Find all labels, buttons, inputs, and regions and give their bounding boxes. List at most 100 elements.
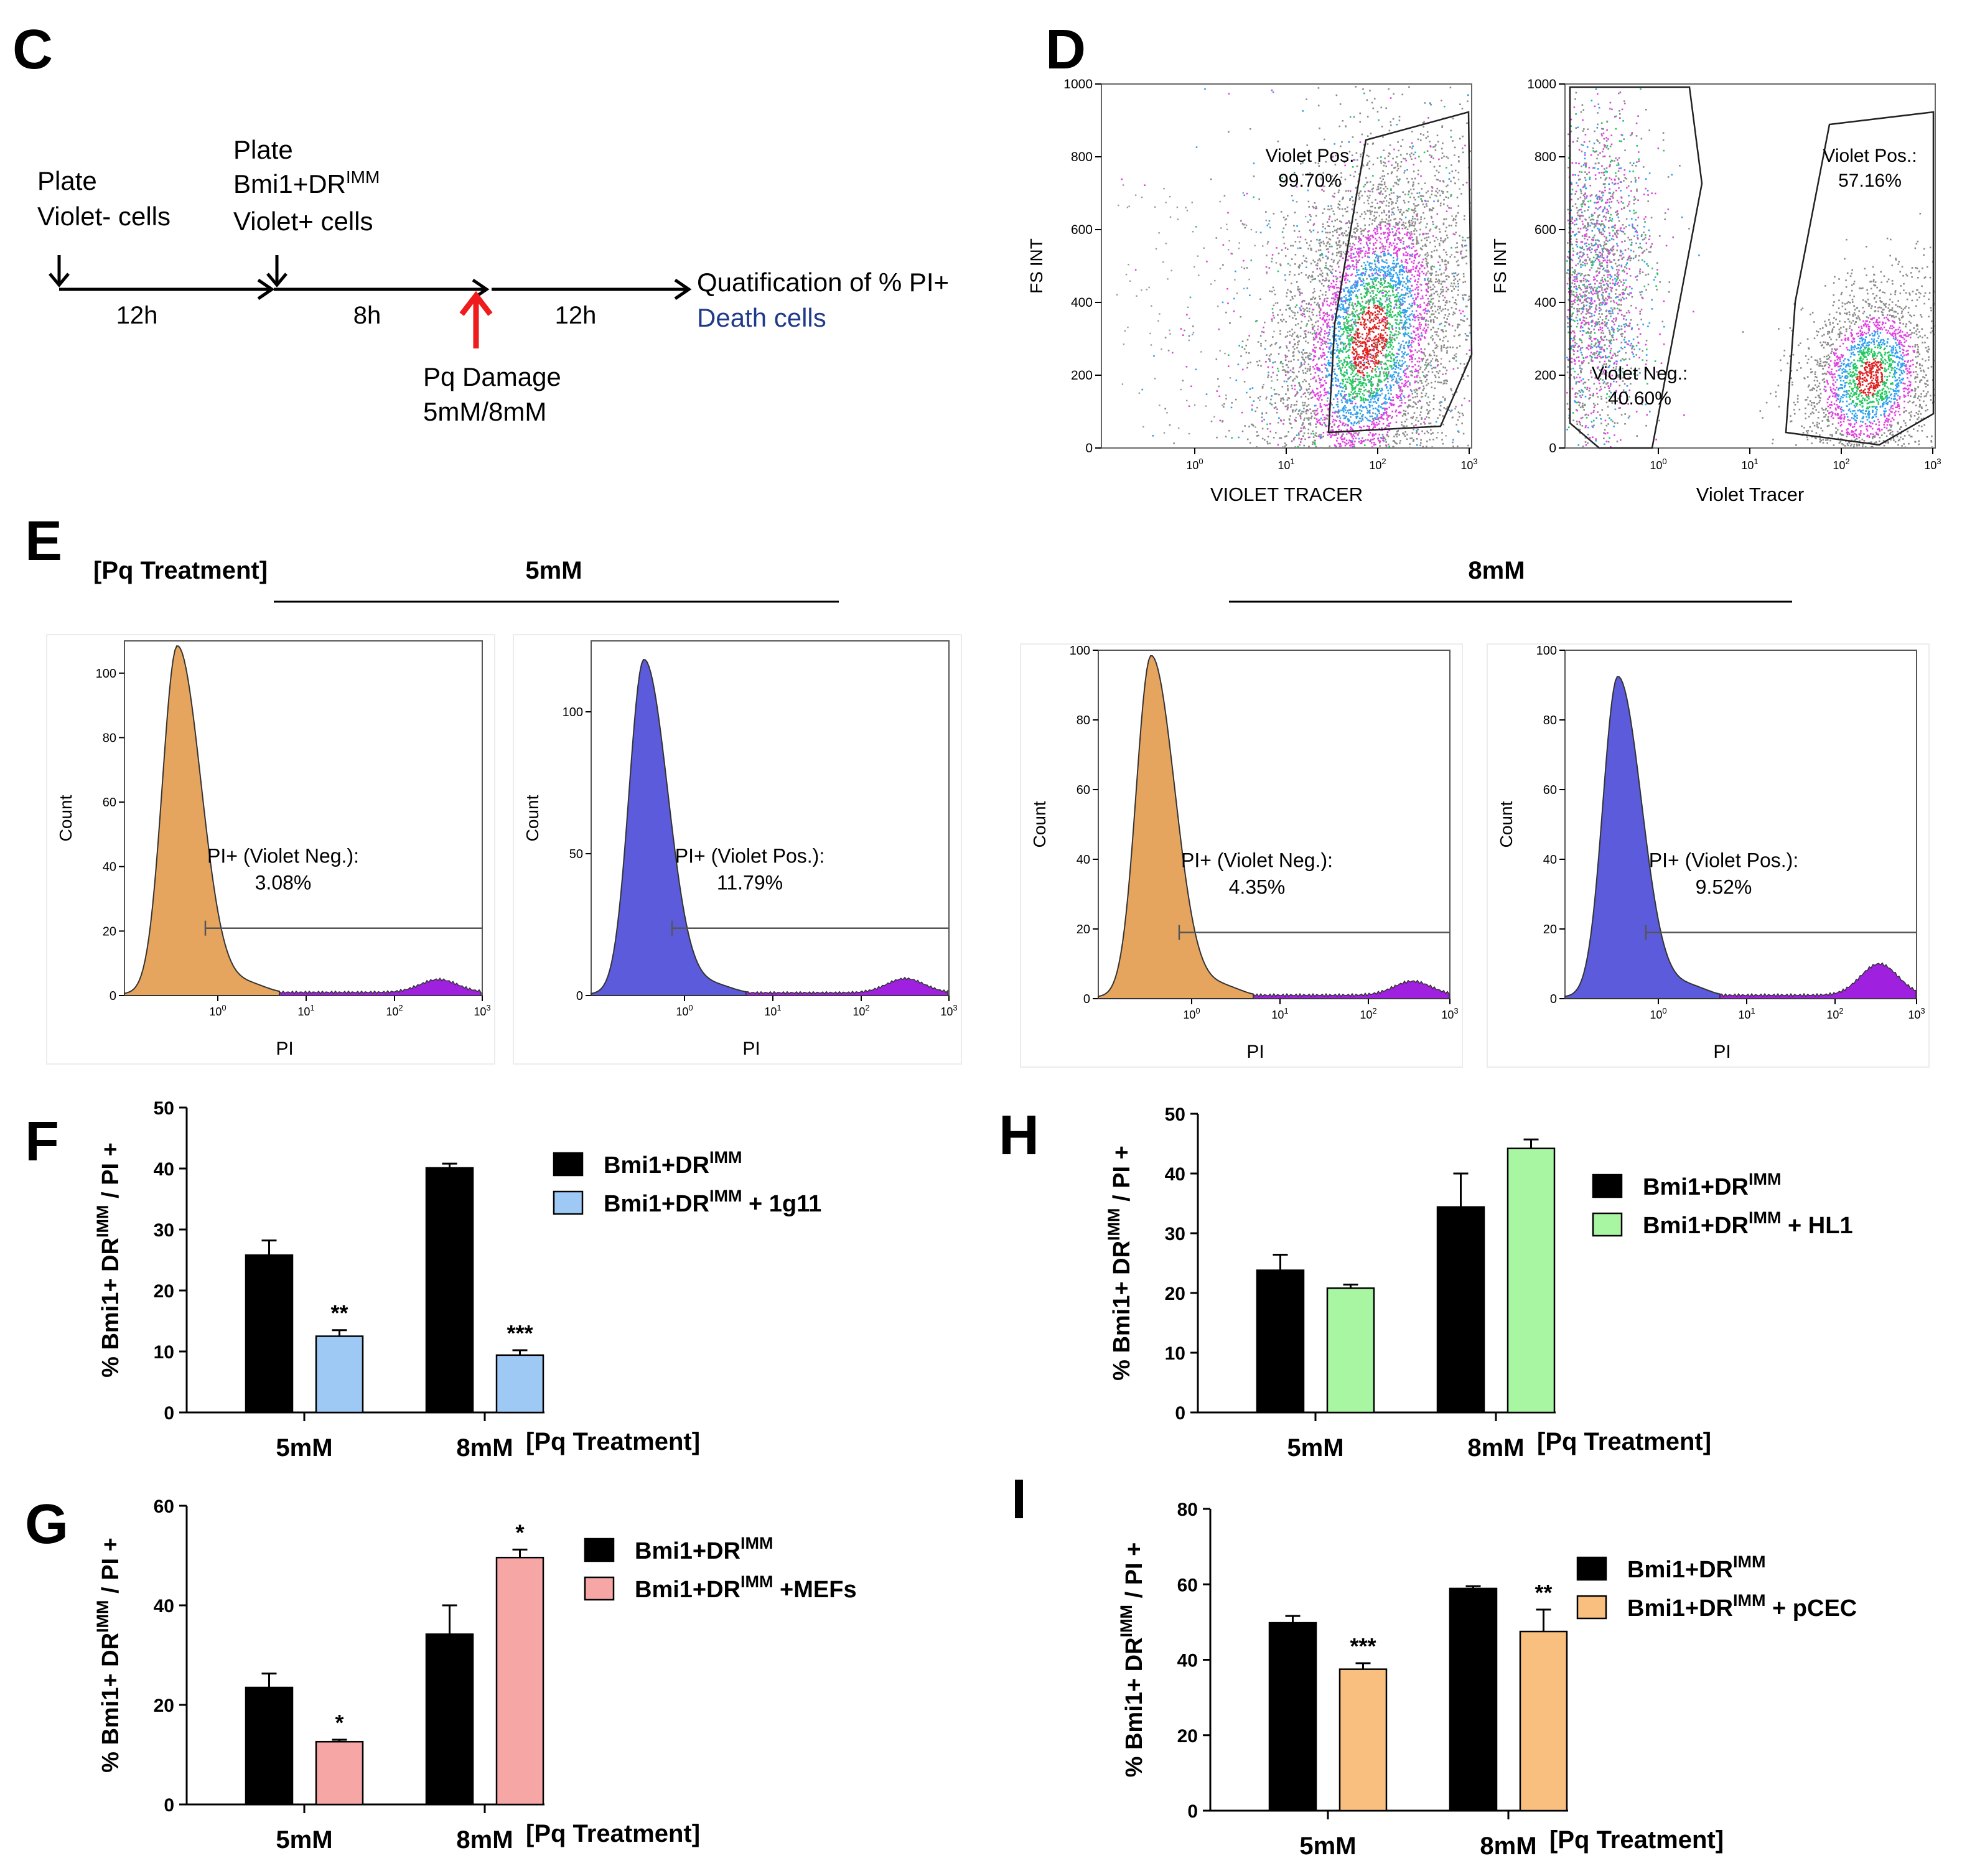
scatter-point xyxy=(1426,446,1427,447)
scatter-point xyxy=(1464,215,1465,217)
scatter-point xyxy=(1327,391,1329,393)
scatter-point xyxy=(1422,389,1424,391)
scatter-point xyxy=(1427,233,1429,235)
scatter-point xyxy=(1381,319,1383,322)
scatter-point xyxy=(1426,402,1428,404)
scatter-point xyxy=(1399,332,1401,335)
scatter-point xyxy=(1276,247,1278,249)
scatter-point xyxy=(1264,439,1266,441)
scatter-point xyxy=(1360,305,1362,307)
scatter-point xyxy=(1396,254,1398,256)
scatter-point xyxy=(1292,379,1294,381)
scatter-point xyxy=(1364,184,1366,186)
scatter-point xyxy=(1293,338,1296,340)
scatter-point xyxy=(1338,330,1340,332)
scatter-point xyxy=(1376,392,1378,394)
scatter-point xyxy=(1312,443,1314,446)
scatter-point xyxy=(1358,341,1360,343)
scatter-point xyxy=(1398,239,1401,241)
scatter-point xyxy=(1384,231,1386,234)
scatter-point xyxy=(1357,358,1359,360)
scatter-point xyxy=(1380,286,1381,288)
scatter-point xyxy=(1435,274,1437,276)
scatter-point xyxy=(1282,217,1285,218)
scatter-point xyxy=(1299,236,1302,238)
scatter-point xyxy=(1372,401,1375,403)
scatter-point xyxy=(1375,344,1376,346)
scatter-point xyxy=(1403,353,1405,355)
scatter-point xyxy=(1246,287,1248,289)
scatter-point xyxy=(1413,315,1415,317)
scatter-point xyxy=(1329,433,1331,435)
scatter-point xyxy=(1454,302,1457,304)
scatter-point xyxy=(1404,311,1406,313)
scatter-point xyxy=(1329,422,1331,425)
scatter-point xyxy=(1419,387,1421,389)
scatter-point xyxy=(1394,247,1396,249)
scatter-point xyxy=(1422,212,1424,214)
scatter-point xyxy=(1469,298,1470,301)
scatter-point xyxy=(1426,374,1429,376)
scatter-point xyxy=(1291,335,1293,337)
scatter-point xyxy=(1327,205,1330,207)
scatter-point xyxy=(1409,287,1411,290)
scatter-point xyxy=(1340,183,1342,185)
scatter-point xyxy=(1402,270,1404,272)
scatter-point xyxy=(1302,357,1304,359)
scatter-point xyxy=(1467,237,1469,239)
scatter-point xyxy=(1443,344,1446,346)
scatter-point xyxy=(1465,338,1468,341)
scatter-point xyxy=(1323,394,1325,396)
scatter-point xyxy=(1455,215,1457,217)
scatter-point xyxy=(1371,285,1373,287)
scatter-point xyxy=(1386,274,1389,277)
scatter-point xyxy=(1365,338,1366,340)
scatter-point xyxy=(1383,164,1385,167)
scatter-point xyxy=(1338,200,1341,203)
scatter-point xyxy=(1405,270,1408,272)
scatter-point xyxy=(1306,389,1308,391)
scatter-point xyxy=(1434,342,1436,344)
scatter-point xyxy=(1334,230,1336,231)
scatter-point xyxy=(1457,294,1459,296)
scatter-point xyxy=(1350,432,1352,435)
scatter-point xyxy=(1298,410,1300,413)
scatter-point xyxy=(1378,328,1380,330)
scatter-point xyxy=(1433,354,1436,357)
scatter-point xyxy=(1431,273,1433,274)
scatter-point xyxy=(1342,235,1344,236)
scatter-point xyxy=(1390,284,1392,287)
scatter-point xyxy=(1385,353,1387,355)
scatter-point xyxy=(1391,277,1393,279)
scatter-point xyxy=(1381,259,1383,262)
scatter-point xyxy=(1414,381,1416,384)
scatter-point xyxy=(1228,429,1230,432)
scatter-point xyxy=(1408,340,1411,342)
scatter-point xyxy=(1315,432,1317,434)
scatter-point xyxy=(1391,376,1393,379)
scatter-point xyxy=(1378,404,1380,407)
scatter-point xyxy=(1441,147,1443,150)
scatter-point xyxy=(1222,420,1224,422)
scatter-point xyxy=(1410,224,1412,226)
scatter-point xyxy=(1384,368,1386,371)
scatter-point xyxy=(1377,333,1380,335)
scatter-point xyxy=(1428,422,1430,424)
scatter-point xyxy=(1307,357,1309,359)
scatter-point xyxy=(1416,380,1418,383)
scatter-point xyxy=(1391,339,1393,341)
scatter-point xyxy=(1301,424,1303,426)
scatter-point xyxy=(1337,207,1339,208)
scatter-point xyxy=(1324,380,1326,382)
scatter-point xyxy=(1439,194,1441,197)
scatter-point xyxy=(1317,275,1319,277)
scatter-point xyxy=(1297,336,1299,338)
scatter-point xyxy=(1357,416,1359,418)
scatter-point xyxy=(1450,129,1452,132)
scatter-point xyxy=(1330,342,1332,345)
scatter-point xyxy=(1401,264,1403,266)
scatter-point xyxy=(1362,371,1364,374)
scatter-point xyxy=(1246,267,1248,269)
scatter-point xyxy=(1461,244,1463,246)
